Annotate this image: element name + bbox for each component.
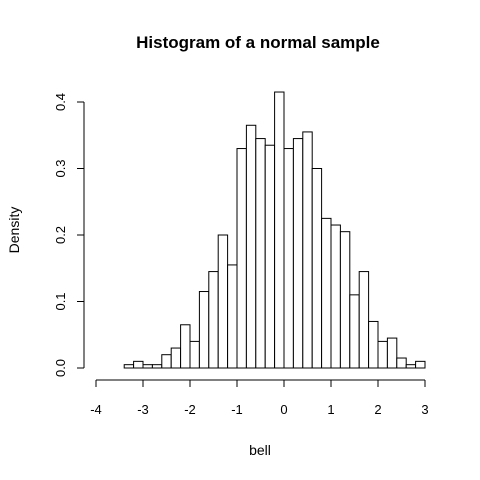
x-tick-label: 0 (280, 402, 287, 417)
histogram-bar (386, 337, 398, 369)
y-axis-title: Density (6, 207, 22, 254)
x-axis-title: bell (249, 442, 271, 458)
histogram-bar (170, 347, 182, 369)
histogram-bar (311, 168, 323, 369)
histogram-bar (245, 124, 257, 369)
x-tick-label: -4 (90, 402, 102, 417)
histogram-bar (283, 148, 294, 369)
histogram-bar (198, 291, 210, 369)
y-tick-label: 0.1 (53, 292, 68, 310)
x-tick-label: -1 (231, 402, 243, 417)
histogram-bar (264, 144, 276, 369)
histogram-bar (349, 294, 360, 369)
histogram-bar (189, 340, 200, 369)
histogram-bar (415, 360, 426, 369)
x-tick-label: 1 (327, 402, 334, 417)
chart-title: Histogram of a normal sample (136, 33, 380, 52)
histogram-bar (227, 264, 238, 369)
histogram-bar (208, 271, 219, 369)
histogram-bar (330, 224, 341, 369)
histogram-bar (405, 364, 417, 369)
x-tick-label: 3 (421, 402, 428, 417)
histogram-bar (133, 360, 144, 369)
x-axis: -4 -3 -2 -1 0 1 2 3 (90, 379, 429, 417)
histogram-bars (123, 91, 426, 369)
y-tick-label: 0.2 (53, 226, 68, 244)
histogram-bar (302, 131, 313, 369)
histogram-bar (151, 364, 163, 369)
y-tick-label: 0.0 (53, 359, 68, 377)
histogram-bar (142, 364, 153, 369)
histogram-bar (321, 217, 332, 369)
histogram-bar (292, 138, 304, 369)
histogram-bar (377, 340, 388, 369)
y-tick-label: 0.3 (53, 159, 68, 177)
histogram-bar (123, 364, 135, 369)
histogram-bar (358, 271, 370, 369)
histogram-bar (368, 320, 379, 369)
y-axis: 0.0 0.1 0.2 0.3 0.4 (53, 93, 85, 377)
histogram-bar (161, 354, 172, 369)
histogram-bar (236, 148, 247, 369)
x-tick-label: -3 (137, 402, 149, 417)
x-tick-label: -2 (184, 402, 196, 417)
histogram-bar (339, 231, 351, 369)
histogram-bar (180, 324, 191, 369)
histogram-bar (217, 234, 229, 369)
histogram-bar (255, 138, 266, 369)
histogram-bar (274, 91, 285, 369)
histogram-bar (396, 357, 407, 369)
y-tick-label: 0.4 (53, 93, 68, 111)
x-tick-label: 2 (374, 402, 381, 417)
